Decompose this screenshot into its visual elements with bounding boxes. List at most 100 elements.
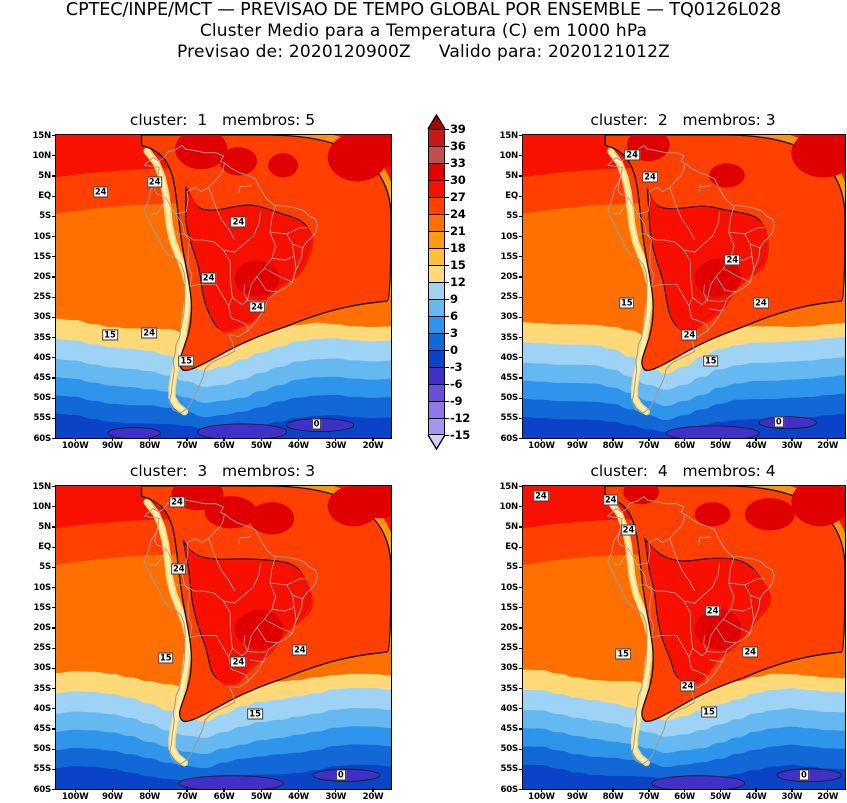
- y-axis-label: 30S: [33, 312, 51, 323]
- colorbar-tick: [445, 163, 449, 164]
- y-axis-tick: [51, 546, 56, 548]
- x-axis-label: 20W: [817, 440, 839, 451]
- y-axis-label: 50S: [33, 393, 51, 404]
- x-axis-label: 70W: [176, 440, 198, 451]
- y-axis-label: 10S: [33, 231, 51, 242]
- map-plot-cluster-1[interactable]: 24 24 24 24 24 24 15 15 0: [55, 134, 392, 439]
- x-axis-tick: [111, 437, 114, 441]
- colorbar-tick: [445, 384, 449, 385]
- colorbar-tick: [445, 299, 449, 300]
- y-axis-label: 5N: [38, 171, 51, 181]
- y-axis-label: 40S: [33, 703, 51, 714]
- x-axis-label: 30W: [325, 440, 347, 451]
- colorbar-tick: [445, 350, 449, 351]
- colorbar-label: -9: [450, 394, 463, 408]
- colorbar-label: 9: [450, 292, 458, 306]
- temperature-colorbar[interactable]: 39 36 33 30 27 24 21 18 15 12 9 6 3 0 -3 -6 -9 -12 -15: [426, 114, 486, 453]
- y-axis-tick: [518, 296, 523, 298]
- y-axis-label: 45S: [500, 373, 518, 383]
- y-axis-label: 5N: [505, 522, 518, 532]
- x-axis-tick: [223, 437, 225, 441]
- y-axis-tick: [51, 155, 56, 157]
- y-axis-tick: [518, 485, 523, 488]
- x-axis-label: 50W: [709, 791, 731, 802]
- colorbar-label: -6: [450, 377, 463, 391]
- y-axis-label: EQ: [38, 542, 51, 553]
- y-axis-label: 25S: [500, 643, 518, 654]
- figure-header: CPTEC/INPE/MCT — PREVISAO DE TEMPO GLOBA…: [0, 0, 847, 63]
- y-axis-label: 10N: [32, 150, 51, 161]
- y-axis-label: 40S: [500, 703, 518, 714]
- contour-label: 24: [742, 646, 759, 658]
- y-axis-label: 30S: [500, 312, 518, 323]
- y-axis-label: 15S: [33, 251, 51, 262]
- y-axis-tick: [51, 788, 56, 791]
- y-axis-label: 15N: [499, 130, 518, 141]
- colorbar-segment: [428, 146, 445, 165]
- x-axis-tick: [260, 788, 262, 792]
- contour-label: 24: [679, 680, 696, 692]
- contour-label: 24: [724, 254, 741, 266]
- y-axis-tick: [51, 748, 56, 750]
- x-axis-tick: [223, 788, 225, 792]
- y-axis-label: 20S: [33, 272, 51, 282]
- colorbar-segment: [428, 129, 445, 147]
- y-axis-tick: [518, 667, 523, 670]
- map-plot-cluster-3[interactable]: 24 24 24 24 15 15 0: [55, 485, 392, 790]
- x-axis-tick: [186, 788, 188, 792]
- x-axis-tick: [148, 788, 151, 792]
- colorbar-segment: [428, 265, 445, 284]
- y-axis-tick: [518, 397, 523, 399]
- y-axis-tick: [518, 235, 523, 238]
- x-axis-tick: [612, 788, 614, 792]
- colorbar-label: 36: [450, 139, 466, 153]
- y-axis-label: EQ: [38, 191, 51, 202]
- contour-field-cluster-3: [56, 486, 391, 789]
- x-axis-label: 90W: [102, 440, 123, 451]
- y-axis-label: 20S: [500, 272, 518, 282]
- y-axis-tick: [518, 647, 523, 649]
- header-line-variable: Cluster Medio para a Temperatura (C) em …: [199, 21, 648, 41]
- contour-label: 24: [92, 186, 109, 198]
- y-axis-label: 50S: [500, 393, 518, 404]
- x-axis-label: 40W: [745, 440, 767, 451]
- x-axis-label: 60W: [213, 791, 235, 802]
- x-axis-label: 20W: [817, 791, 839, 802]
- x-axis-tick: [335, 437, 337, 441]
- y-axis-label: 60S: [500, 784, 518, 795]
- y-axis-label: 50S: [500, 744, 518, 755]
- contour-label: 24: [704, 605, 721, 617]
- y-axis-label: 10S: [500, 231, 518, 242]
- x-axis-label: 30W: [325, 791, 347, 802]
- y-axis-tick: [518, 546, 523, 548]
- contour-label: 15: [178, 355, 195, 367]
- y-axis-label: 10S: [500, 582, 518, 593]
- y-axis-label: 35S: [500, 683, 518, 694]
- x-axis-tick: [755, 437, 757, 441]
- contour-label: 24: [230, 656, 247, 668]
- map-plot-cluster-2[interactable]: 24 24 24 24 24 15 15 0: [522, 134, 846, 439]
- y-axis-tick: [518, 377, 523, 379]
- y-axis-label: 5S: [39, 562, 51, 573]
- colorbar-max-arrow: [428, 115, 444, 129]
- x-axis-label: 60W: [213, 440, 235, 451]
- colorbar-label: 21: [450, 224, 466, 238]
- x-axis-tick: [297, 788, 300, 792]
- x-axis-tick: [372, 437, 374, 441]
- x-axis-label: 20W: [362, 440, 384, 451]
- contour-label: 24: [624, 149, 640, 161]
- contour-label: 24: [602, 494, 619, 506]
- contour-label: 24: [249, 301, 265, 313]
- map-plot-cluster-4[interactable]: 24 24 24 24 24 24 15 15 0: [522, 485, 846, 790]
- y-axis-tick: [518, 195, 523, 197]
- y-axis-label: 5S: [506, 562, 518, 573]
- y-axis-label: 15S: [33, 602, 51, 613]
- colorbar-label: 39: [450, 122, 466, 136]
- x-axis-label: 90W: [566, 440, 588, 451]
- x-axis-label: 70W: [176, 791, 198, 802]
- y-axis-label: 60S: [33, 784, 51, 795]
- contour-label: 24: [681, 329, 698, 341]
- contour-label: 24: [170, 563, 187, 575]
- colorbar-label: -3: [450, 360, 463, 374]
